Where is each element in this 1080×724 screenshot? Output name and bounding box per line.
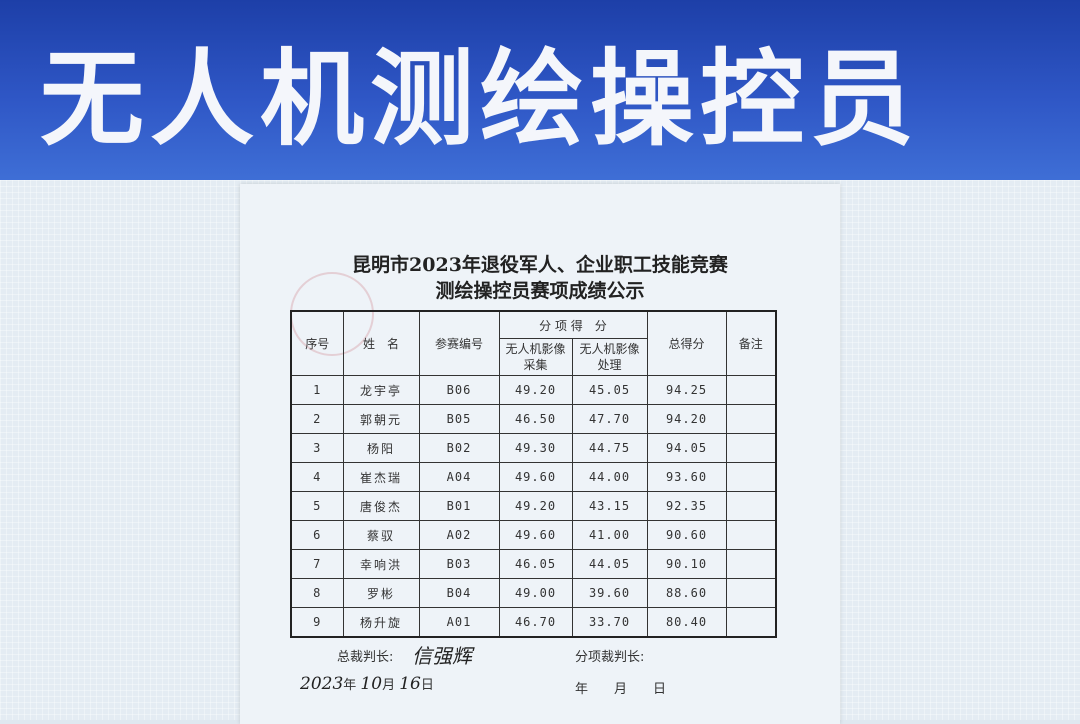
cell-name: 杨阳 [342,433,420,463]
cell-no: 3 [290,433,344,463]
header-total: 总得分 [646,310,727,376]
cell-capture: 49.30 [498,433,573,463]
cell-capture: 49.20 [498,375,573,405]
cell-remark [725,549,777,579]
cell-total: 94.05 [646,433,727,463]
table-row: 3 杨阳 B02 49.30 44.75 94.05 [290,433,777,463]
date-day: 16 [399,674,421,694]
cell-capture: 49.00 [498,578,573,608]
cell-id: A01 [418,607,500,638]
cell-capture: 46.70 [498,607,573,638]
cell-name: 蔡驭 [342,520,420,550]
notice-title: 昆明市2023年退役军人、企业职工技能竞赛 [352,254,728,276]
cell-total: 90.60 [646,520,727,550]
cell-id: B05 [418,404,500,434]
cell-processing: 44.05 [571,549,648,579]
cell-name: 崔杰瑞 [342,462,420,492]
day-unit: 日 [420,678,434,693]
cell-no: 7 [290,549,344,579]
cell-no: 4 [290,462,344,492]
cell-processing: 39.60 [571,578,648,608]
cell-capture: 46.50 [498,404,573,434]
header-name: 姓 名 [342,310,420,376]
cell-id: B03 [418,549,500,579]
cell-capture: 46.05 [498,549,573,579]
table-row: 5 唐俊杰 B01 49.20 43.15 92.35 [290,491,777,521]
cell-no: 5 [290,491,344,521]
header-sub-scores: 分 项 得 分 [498,310,648,339]
table-row: 9 杨升旋 A01 46.70 33.70 80.40 [290,607,777,638]
cell-total: 93.60 [646,462,727,492]
cell-remark [725,433,777,463]
cell-total: 94.25 [646,375,727,405]
table-row: 4 崔杰瑞 A04 49.60 44.00 93.60 [290,462,777,492]
cell-processing: 33.70 [571,607,648,638]
cell-processing: 43.15 [571,491,648,521]
header-remark: 备注 [725,310,777,376]
cell-capture: 49.20 [498,491,573,521]
results-notice: 昆明市2023年退役军人、企业职工技能竞赛 测绘操控员赛项成绩公示 序号 姓 名… [240,184,840,724]
cell-total: 92.35 [646,491,727,521]
cell-remark [725,462,777,492]
cell-id: A02 [418,520,500,550]
banner: 无人机测绘操控员 [0,0,1080,182]
table-row: 2 郭朝元 B05 46.50 47.70 94.20 [290,404,777,434]
banner-title: 无人机测绘操控员 [40,38,921,160]
header-capture: 无人机影像采集 [498,338,573,376]
cell-name: 罗彬 [342,578,420,608]
table-row: 1 龙宇亭 B06 49.20 45.05 94.25 [290,375,777,405]
cell-total: 88.60 [646,578,727,608]
cell-total: 90.10 [646,549,727,579]
cell-total: 94.20 [646,404,727,434]
results-table: 序号 姓 名 参赛编号 分 项 得 分 总得分 备注 无人机影像采集 无人机影像… [290,310,777,638]
cell-capture: 49.60 [498,520,573,550]
sub-judge-label: 分项裁判长: [575,650,645,665]
cell-capture: 49.60 [498,462,573,492]
cell-id: B06 [418,375,500,405]
signed-date: 2023年 10月 16日 [300,674,434,694]
cell-remark [725,520,777,550]
sub-judge-date: 年 月 日 [575,682,667,697]
cell-no: 8 [290,578,344,608]
cell-no: 1 [290,375,344,405]
header-no: 序号 [290,310,344,376]
cell-name: 龙宇亭 [342,375,420,405]
cell-total: 80.40 [646,607,727,638]
cell-processing: 44.00 [571,462,648,492]
month-unit: 月 [382,678,396,693]
year-unit: 年 [343,678,357,693]
cell-processing: 45.05 [571,375,648,405]
cell-remark [725,491,777,521]
date-year: 2023 [300,674,344,694]
table-row: 7 幸响洪 B03 46.05 44.05 90.10 [290,549,777,579]
cell-processing: 47.70 [571,404,648,434]
cell-name: 幸响洪 [342,549,420,579]
cell-id: A04 [418,462,500,492]
cell-id: B04 [418,578,500,608]
cell-remark [725,375,777,405]
cell-no: 2 [290,404,344,434]
cell-id: B02 [418,433,500,463]
date-month: 10 [360,674,383,694]
table-row: 8 罗彬 B04 49.00 39.60 88.60 [290,578,777,608]
cell-name: 杨升旋 [342,607,420,638]
cell-name: 郭朝元 [342,404,420,434]
cell-remark [725,607,777,638]
chief-judge-signature: 信强辉 [412,644,472,668]
header-id: 参赛编号 [418,310,500,376]
header-processing: 无人机影像处理 [571,338,648,376]
cell-id: B01 [418,491,500,521]
cell-processing: 44.75 [571,433,648,463]
cell-name: 唐俊杰 [342,491,420,521]
cell-no: 6 [290,520,344,550]
notice-subtitle: 测绘操控员赛项成绩公示 [435,280,645,302]
table-row: 6 蔡驭 A02 49.60 41.00 90.60 [290,520,777,550]
cell-remark [725,578,777,608]
cell-processing: 41.00 [571,520,648,550]
chief-judge-label: 总裁判长: [337,650,394,665]
cell-no: 9 [290,607,344,638]
cell-remark [725,404,777,434]
